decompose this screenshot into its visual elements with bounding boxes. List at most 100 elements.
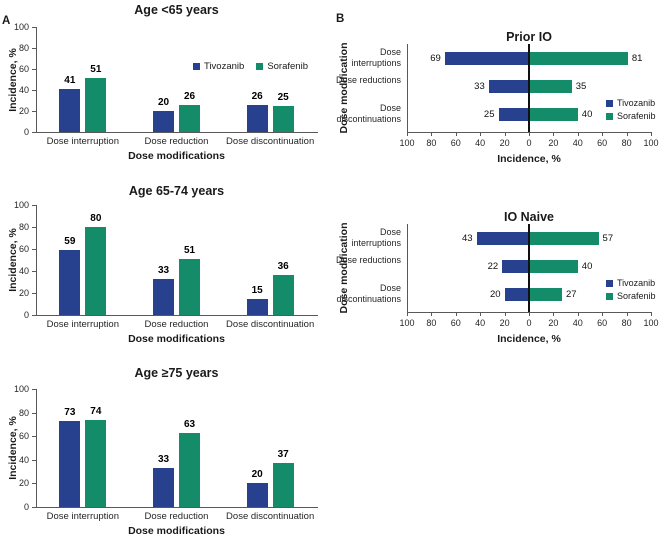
legend-label: Tivozanib xyxy=(204,61,245,72)
y-tick-label: 80 xyxy=(18,222,29,232)
y-tick-label: 40 xyxy=(18,454,29,465)
y-tick-mark xyxy=(32,293,36,294)
chart-title: Age ≥75 years xyxy=(134,366,219,380)
bar-value-label: 59 xyxy=(64,236,76,248)
bar-tivozanib xyxy=(246,298,268,315)
x-axis-title: Dose modifications xyxy=(128,525,225,537)
y-tick-label: 20 xyxy=(18,106,29,116)
y-axis-title-text: Incidence, % xyxy=(7,416,19,480)
y-tick-label: 40 xyxy=(18,85,29,95)
x-tick-mark xyxy=(602,132,604,136)
legend-label: Tivozanib xyxy=(617,98,656,108)
bar-value-label: 73 xyxy=(64,406,76,418)
x-category-label: Dose discontinuation xyxy=(226,136,315,147)
bar-sorafenib xyxy=(272,105,294,132)
x-tick-label: 80 xyxy=(426,138,437,148)
legend-swatch-sorafenib xyxy=(606,112,613,120)
chart-legend: Tivozanib Sorafenib xyxy=(606,278,656,301)
bar-tivozanib xyxy=(153,111,174,132)
y-axis-title-text: Incidence, % xyxy=(7,228,19,292)
x-tick-mark xyxy=(504,132,506,136)
bar-sorafenib xyxy=(529,51,628,65)
y-tick-mark xyxy=(32,459,36,461)
bar-value-label: 81 xyxy=(631,53,643,64)
y-axis-line xyxy=(36,27,37,133)
chart-legend: Tivozanib Sorafenib xyxy=(606,98,656,121)
x-tick-mark xyxy=(431,132,433,136)
y-tick-mark xyxy=(32,249,36,250)
chart-title: Prior IO xyxy=(506,30,552,44)
x-axis-title: Incidence, % xyxy=(497,333,561,345)
y-tick-label: 80 xyxy=(18,407,29,418)
legend-item-tivozanib: Tivozanib xyxy=(606,98,656,108)
y-category-label: Dose reductions xyxy=(335,75,401,85)
x-category-label: Dose reduction xyxy=(144,511,209,522)
chart-age-ge75: Age ≥75 years Incidence, % 0 20 40 60 80 100 73 7… xyxy=(0,360,333,541)
legend-item-sorafenib: Sorafenib xyxy=(606,291,656,301)
bar-tivozanib xyxy=(504,287,529,301)
x-tick-label: 60 xyxy=(450,138,461,148)
bar-value-label: 63 xyxy=(183,418,196,430)
y-tick-label: 60 xyxy=(18,64,29,74)
legend-item-sorafenib: Sorafenib xyxy=(256,61,308,72)
bar-value-label: 33 xyxy=(474,81,485,92)
bar-value-label: 51 xyxy=(183,244,196,256)
x-tick-mark xyxy=(577,132,579,136)
bar-sorafenib xyxy=(529,259,578,273)
bar-value-label: 40 xyxy=(581,109,593,120)
x-category-label: Dose discontinuation xyxy=(226,511,315,522)
x-tick-mark xyxy=(553,132,555,136)
bar-tivozanib xyxy=(59,88,81,132)
x-tick-label: 40 xyxy=(572,318,583,328)
legend-label: Tivozanib xyxy=(617,278,656,288)
y-tick-mark xyxy=(32,271,36,272)
x-tick-mark xyxy=(651,312,652,316)
y-tick-mark xyxy=(32,436,36,438)
x-tick-mark xyxy=(480,132,482,136)
bar-tivozanib xyxy=(488,79,529,93)
x-tick-mark xyxy=(455,312,457,316)
bar-sorafenib xyxy=(529,107,578,121)
y-tick-label: 60 xyxy=(18,431,29,442)
chart-title: IO Naive xyxy=(503,210,555,224)
y-axis-line xyxy=(36,389,37,508)
x-tick-mark xyxy=(626,132,628,136)
y-tick-mark xyxy=(32,111,36,112)
x-tick-label: 20 xyxy=(548,138,559,148)
x-tick-mark xyxy=(504,312,506,316)
x-tick-label: 20 xyxy=(499,318,510,328)
bar-value-label: 69 xyxy=(430,53,441,64)
x-tick-label: 100 xyxy=(643,318,659,328)
x-category-label: Dose interruption xyxy=(46,136,119,147)
x-tick-label: 20 xyxy=(548,318,559,328)
bar-tivozanib xyxy=(498,107,529,121)
x-tick-mark xyxy=(407,132,408,136)
y-tick-label: 100 xyxy=(13,22,29,32)
legend-swatch-tivozanib xyxy=(193,63,200,70)
bar-value-label: 57 xyxy=(602,233,614,244)
legend-item-tivozanib: Tivozanib xyxy=(606,278,656,288)
panel-b: B Prior IO Dose modification 100 80 60 40 20 0 2… xyxy=(333,0,666,541)
bar-value-label: 33 xyxy=(157,454,170,466)
bar-value-label: 80 xyxy=(90,213,102,224)
bar-value-label: 27 xyxy=(565,289,577,300)
y-tick-mark xyxy=(32,90,36,91)
zero-line xyxy=(528,224,530,312)
panel-a: A Age <65 years Incidence, % 0 20 40 60 80 100 4… xyxy=(0,3,333,541)
x-tick-label: 100 xyxy=(399,318,415,328)
x-tick-label: 60 xyxy=(597,138,608,148)
y-axis-line xyxy=(407,44,408,132)
y-tick-label: 20 xyxy=(18,478,29,489)
y-tick-mark xyxy=(32,69,36,70)
panel-b-label: B xyxy=(336,13,345,25)
bar-value-label: 74 xyxy=(90,405,102,417)
bar-sorafenib xyxy=(272,275,294,315)
bar-sorafenib xyxy=(85,419,107,507)
bar-value-label: 26 xyxy=(251,90,263,102)
y-tick-mark xyxy=(32,507,36,508)
y-category-label: Dose interruptions xyxy=(351,47,401,68)
bar-value-label: 33 xyxy=(157,264,170,276)
bar-tivozanib xyxy=(246,104,268,132)
x-tick-label: 60 xyxy=(597,318,608,328)
